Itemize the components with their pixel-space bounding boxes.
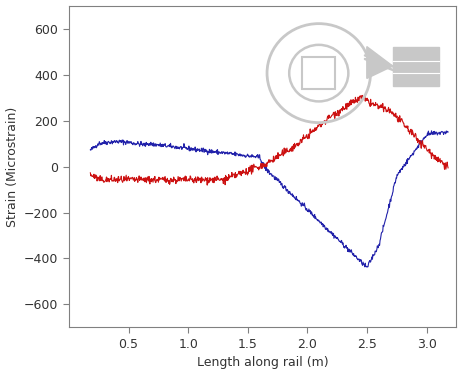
Y-axis label: Strain (Microstrain): Strain (Microstrain): [6, 106, 18, 226]
FancyBboxPatch shape: [393, 46, 439, 86]
X-axis label: Length along rail (m): Length along rail (m): [197, 357, 328, 369]
Polygon shape: [367, 46, 393, 78]
